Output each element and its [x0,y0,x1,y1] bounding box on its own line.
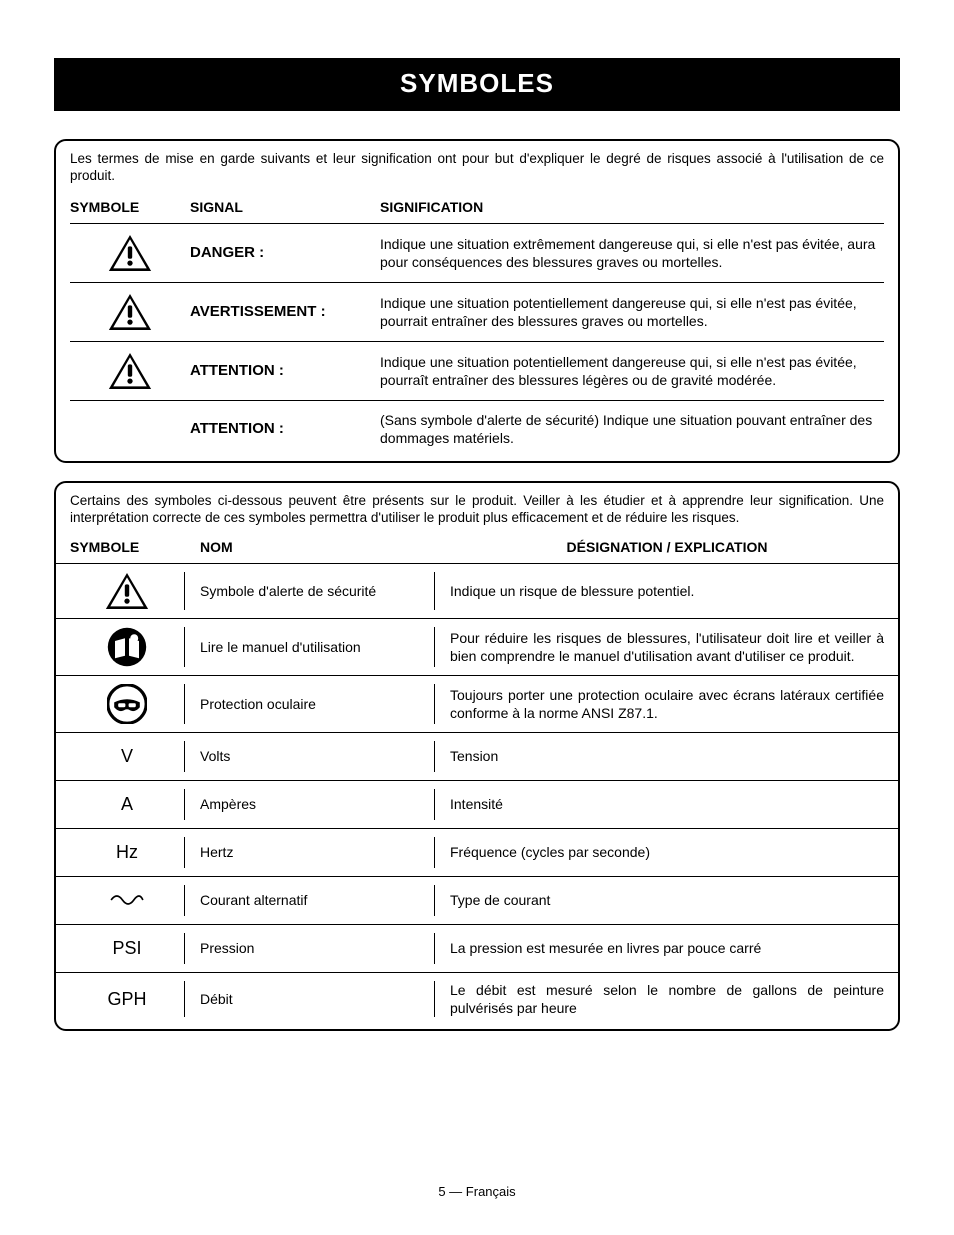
symbol-name: Hertz [200,837,435,868]
symbol-icon-cell [70,627,185,667]
header2-nom: NOM [200,539,450,555]
symbol-description: Le débit est mesuré selon le nombre de g… [450,981,884,1017]
warning-triangle-icon [105,572,149,610]
page-title: SYMBOLES [54,58,900,111]
symbols-table-header: SYMBOLE NOM DÉSIGNATION / EXPLICATION [56,535,898,563]
symbol-text-icon: GPH [107,989,146,1010]
signal-table-header: SYMBOLE SIGNAL SIGNIFICATION [70,195,884,223]
signal-row: ATTENTION :Indique une situation potenti… [70,341,884,400]
symbol-row: PSI Pression La pression est mesurée en li… [56,924,898,972]
signal-label: DANGER : [190,244,380,261]
header-symbole: SYMBOLE [70,199,190,215]
symbol-name: Symbole d'alerte de sécurité [200,572,435,610]
header-signification: SIGNIFICATION [380,199,884,215]
header-signal: SIGNAL [190,199,380,215]
read-manual-icon [107,627,147,667]
signal-row: ATTENTION :(Sans symbole d'alerte de séc… [70,400,884,461]
symbol-description: Tension [450,747,884,765]
symbol-text-icon: Hz [116,842,138,863]
symbol-row: V Volts Tension [56,732,898,780]
symbol-icon-cell [70,885,185,916]
symbol-text-icon: V [121,746,133,767]
symbol-icon-cell: GPH [70,981,185,1017]
symbols-box: Certains des symboles ci-dessous peuvent… [54,481,900,1031]
signal-meaning: Indique une situation potentiellement da… [380,294,884,330]
symbol-description: Indique un risque de blessure potentiel. [450,582,884,600]
symbol-icon-cell: PSI [70,933,185,964]
symbol-row: Hz Hertz Fréquence (cycles par seconde) [56,828,898,876]
eye-protection-icon [107,684,147,724]
symbol-icon-cell: Hz [70,837,185,868]
symbol-name: Volts [200,741,435,772]
symbol-icon-cell: A [70,789,185,820]
symbol-icon-cell [70,684,185,724]
signal-row: DANGER :Indique une situation extrêmemen… [70,223,884,282]
signal-meaning: (Sans symbole d'alerte de sécurité) Indi… [380,411,884,447]
symbol-row: GPH Débit Le débit est mesuré selon le nom… [56,972,898,1029]
signal-meaning: Indique une situation extrêmement danger… [380,235,884,271]
header2-designation: DÉSIGNATION / EXPLICATION [450,539,884,555]
symbol-text-icon: A [121,794,133,815]
symbol-name: Débit [200,981,435,1017]
symbol-description: Fréquence (cycles par seconde) [450,843,884,861]
symbol-icon-cell [70,572,185,610]
signal-row: AVERTISSEMENT :Indique une situation pot… [70,282,884,341]
symbol-name: Ampères [200,789,435,820]
signal-meaning: Indique une situation potentiellement da… [380,353,884,389]
page-footer: 5 — Français [0,1184,954,1199]
signal-symbol-cell [70,352,190,390]
signal-symbol-cell [70,234,190,272]
symbol-name: Protection oculaire [200,684,435,724]
warning-triangle-icon [108,293,152,331]
symbol-row: Protection oculaire Toujours porter une p… [56,675,898,732]
signal-label: ATTENTION : [190,362,380,379]
symbol-text-icon: PSI [112,938,141,959]
ac-wave-icon [110,890,144,910]
signal-symbol-cell [70,293,190,331]
signal-label: AVERTISSEMENT : [190,303,380,320]
header2-symbole: SYMBOLE [70,539,200,555]
symbol-name: Lire le manuel d'utilisation [200,627,435,667]
symbol-icon-cell: V [70,741,185,772]
symbol-row: A Ampères Intensité [56,780,898,828]
symbol-description: Intensité [450,795,884,813]
symbol-description: La pression est mesurée en livres par po… [450,939,884,957]
symbol-row: Symbole d'alerte de sécurité Indique un r… [56,563,898,618]
symbols-intro: Certains des symboles ci-dessous peuvent… [56,493,898,527]
warning-triangle-icon [108,234,152,272]
signal-intro: Les termes de mise en garde suivants et … [70,151,884,185]
warning-triangle-icon [108,352,152,390]
symbol-name: Courant alternatif [200,885,435,916]
signal-words-box: Les termes de mise en garde suivants et … [54,139,900,463]
symbol-row: Lire le manuel d'utilisation Pour réduire… [56,618,898,675]
symbol-name: Pression [200,933,435,964]
symbol-description: Type de courant [450,891,884,909]
symbol-row: Courant alternatif Type de courant [56,876,898,924]
symbol-description: Pour réduire les risques de blessures, l… [450,629,884,665]
symbol-description: Toujours porter une protection oculaire … [450,686,884,722]
signal-label: ATTENTION : [190,420,380,437]
